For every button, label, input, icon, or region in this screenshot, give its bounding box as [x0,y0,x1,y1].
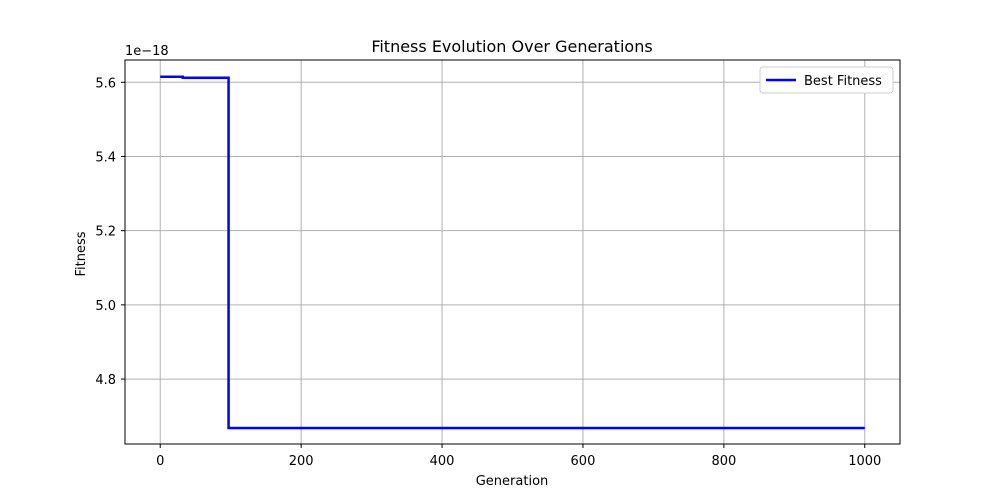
y-tick-label: 5.4 [95,150,116,165]
y-offset-label: 1e−18 [125,44,169,59]
x-tick-label: 0 [156,454,164,469]
y-tick-label: 4.8 [95,373,116,388]
x-tick-label: 800 [711,454,736,469]
legend-label: Best Fitness [804,74,882,89]
series-layer [160,75,865,430]
x-tick-label: 600 [571,454,596,469]
ticks-layer: 0 200 400 600 800 1000 4.8 5.0 5.2 5.4 5.6 [95,76,881,469]
series-line-best-fitness [160,75,865,430]
x-axis-label: Generation [476,474,549,489]
grid-layer [125,60,900,444]
y-axis-label: Fitness [74,231,89,276]
x-tick-label: 400 [430,454,455,469]
legend-box [759,66,894,94]
x-tick-label: 200 [289,454,314,469]
x-tick-label: 1000 [848,454,881,469]
plot-frame [124,59,901,445]
y-tick-label: 5.6 [95,76,116,91]
legend: Best Fitness [759,66,894,94]
y-tick-label: 5.0 [95,299,116,314]
chart-title: Fitness Evolution Over Generations [371,37,652,56]
y-tick-label: 5.2 [95,225,116,240]
